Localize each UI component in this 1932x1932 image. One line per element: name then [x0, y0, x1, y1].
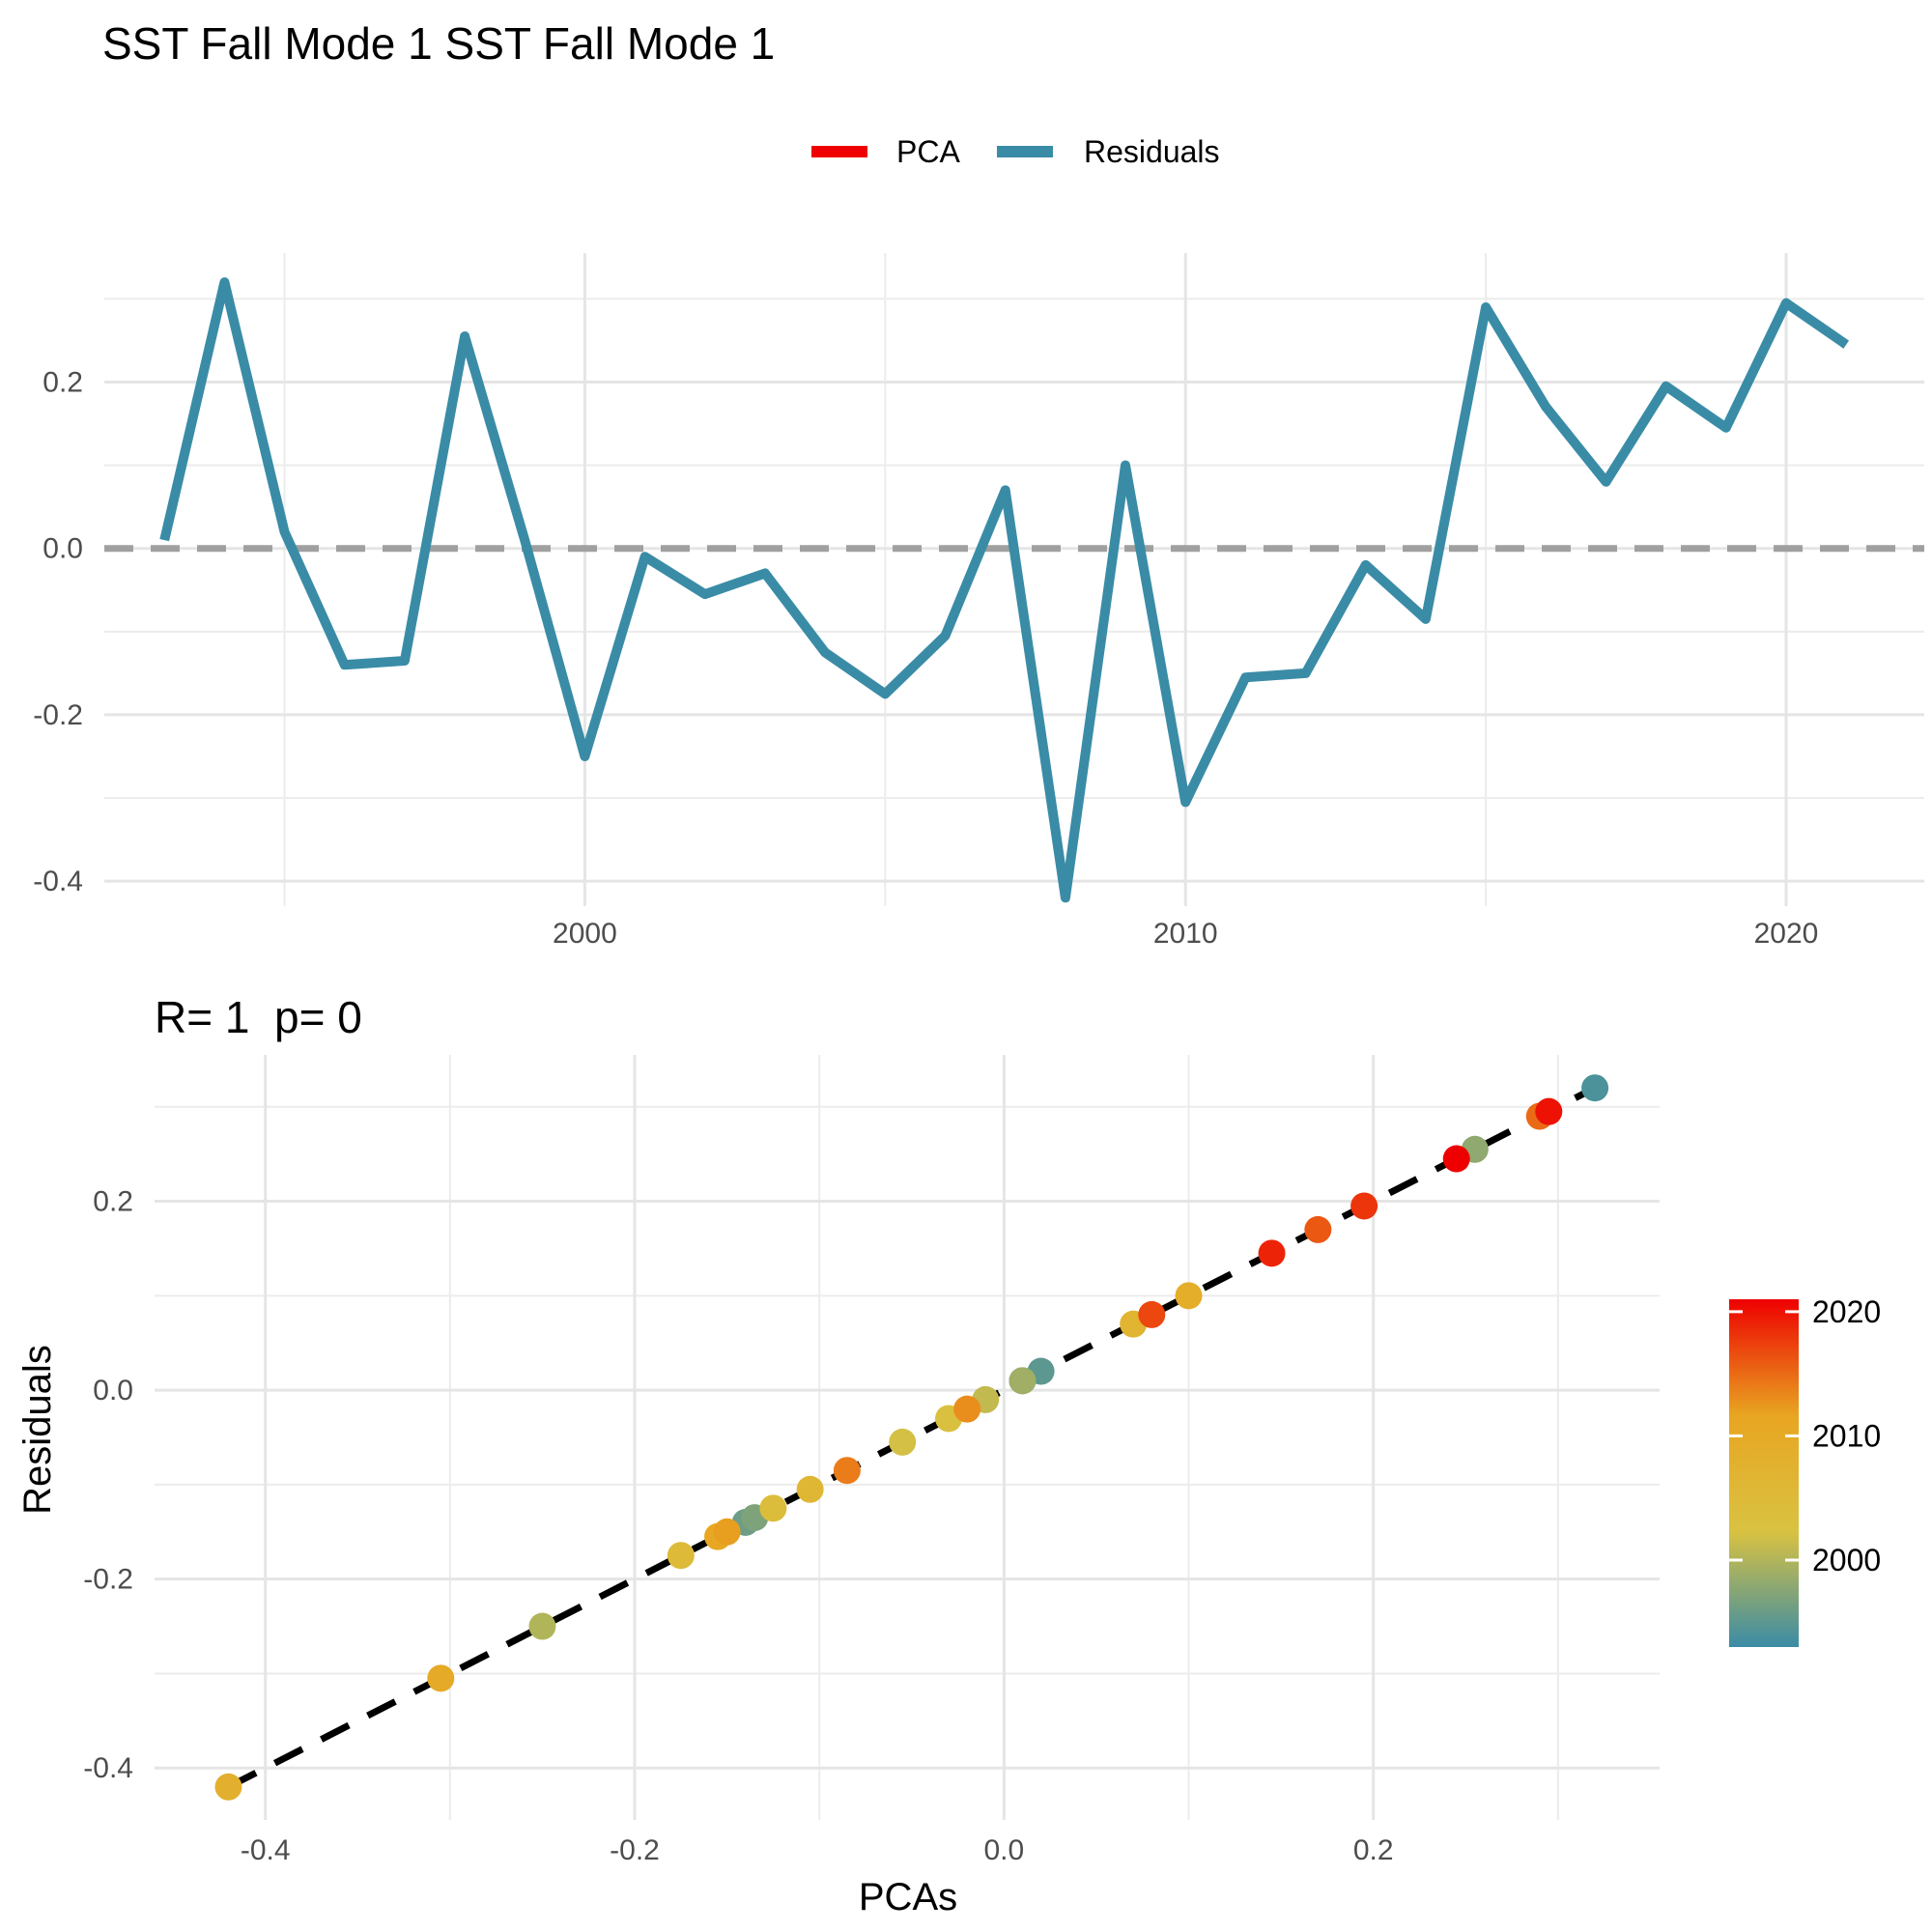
scatter-point: [1258, 1239, 1286, 1267]
scatter-point: [759, 1494, 787, 1522]
scatter-point: [833, 1457, 861, 1485]
scatter-plot-panel: -0.4 -0.2 0.0 0.2 -0.4 -0.2 0.0 0.2: [83, 1055, 1660, 1866]
chart-title: SST Fall Mode 1 SST Fall Mode 1: [102, 18, 775, 69]
scatter-point: [1581, 1074, 1609, 1102]
colorbar-tick-label: 2000: [1812, 1543, 1881, 1577]
scatter-x-tick-label: 0.0: [984, 1834, 1025, 1866]
scatter-x-tick-label: 0.2: [1353, 1834, 1394, 1866]
scatter-point: [953, 1395, 981, 1423]
line-y-tick-label: 0.2: [43, 366, 83, 398]
scatter-x-axis-label: PCAs: [859, 1876, 957, 1918]
scatter-point: [889, 1428, 917, 1456]
scatter-point: [214, 1773, 242, 1801]
scatter-y-tick-label: -0.4: [83, 1752, 133, 1784]
line-y-tick-label: -0.2: [33, 699, 83, 731]
scatter-point: [1442, 1145, 1470, 1173]
scatter-point: [1350, 1192, 1378, 1220]
colorbar-tick-label: 2010: [1812, 1418, 1881, 1453]
scatter-point: [427, 1664, 455, 1692]
legend-label-pca: PCA: [896, 134, 960, 169]
scatter-point: [667, 1542, 695, 1570]
line-y-tick-label: 0.0: [43, 533, 83, 565]
scatter-point: [1009, 1367, 1037, 1395]
scatter-point: [1535, 1097, 1563, 1125]
scatter-point: [796, 1475, 824, 1503]
scatter-title: R= 1 p= 0: [155, 992, 362, 1042]
scatter-x-tick-label: -0.4: [241, 1834, 291, 1866]
line-x-tick-label: 2000: [553, 918, 617, 950]
color-scale-bar: 2020 2010 2000: [1729, 1294, 1881, 1647]
scatter-point: [713, 1518, 741, 1546]
legend: PCA Residuals: [811, 134, 1220, 169]
legend-label-residuals: Residuals: [1084, 134, 1220, 169]
line-y-tick-label: -0.4: [33, 866, 83, 897]
scatter-point: [528, 1612, 556, 1640]
scatter-point: [1304, 1215, 1332, 1243]
scatter-point: [1138, 1300, 1166, 1328]
colorbar-gradient: [1729, 1299, 1799, 1647]
scatter-y-tick-label: 0.0: [93, 1375, 133, 1406]
line-x-tick-label: 2010: [1153, 918, 1218, 950]
line-x-tick-label: 2020: [1754, 918, 1819, 950]
line-plot-panel: -0.4 -0.2 0.0 0.2 2000 2010 2020: [33, 253, 1924, 950]
scatter-y-tick-label: -0.2: [83, 1564, 133, 1596]
scatter-x-tick-label: -0.2: [610, 1834, 660, 1866]
scatter-y-axis-label: Residuals: [16, 1345, 59, 1515]
colorbar-tick-label: 2020: [1812, 1294, 1881, 1329]
scatter-point: [1175, 1282, 1203, 1310]
residuals-series-line: [159, 277, 1850, 903]
scatter-y-tick-label: 0.2: [93, 1186, 133, 1218]
